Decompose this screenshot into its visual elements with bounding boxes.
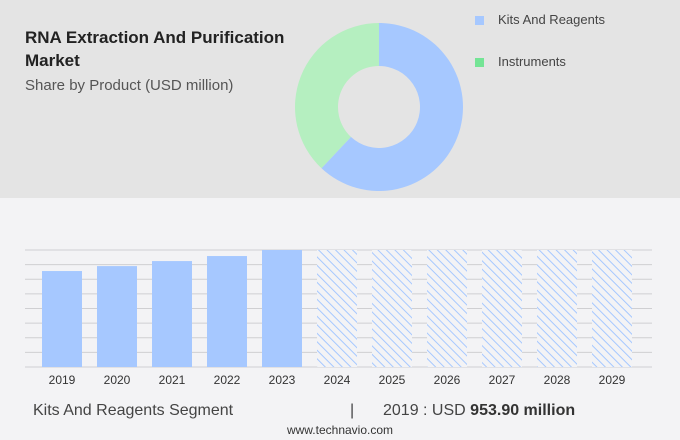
bar-2021 — [152, 261, 192, 367]
bar-forecast-2029 — [592, 250, 632, 367]
donut-slice-instruments — [295, 22, 379, 169]
x-axis-ticks: 2019 2020 2021 2022 2023 2024 2025 2026 2027 2028… — [49, 373, 626, 387]
x-tick-label: 2029 — [599, 373, 626, 387]
bar-forecast-2026 — [427, 250, 467, 367]
x-tick-label: 2019 — [49, 373, 76, 387]
x-tick-label: 2024 — [324, 373, 351, 387]
x-tick-label: 2021 — [159, 373, 186, 387]
x-tick-label: 2020 — [104, 373, 131, 387]
donut-chart — [295, 22, 464, 191]
bar-forecast-2024 — [317, 250, 357, 367]
x-tick-label: 2023 — [269, 373, 296, 387]
bar-chart — [42, 250, 632, 367]
x-tick-label: 2022 — [214, 373, 241, 387]
bar-2022 — [207, 256, 247, 367]
page-subtitle: Share by Product (USD million) — [25, 77, 234, 94]
legend-item-instruments: Instruments — [475, 54, 566, 69]
legend-swatch — [475, 16, 484, 26]
value-readout: 2019 : USD 953.90 million — [383, 402, 575, 420]
x-tick-label: 2025 — [379, 373, 406, 387]
segment-label: Kits And Reagents Segment — [33, 402, 234, 419]
segment-value: 953.90 million — [470, 402, 576, 419]
x-tick-label: 2028 — [544, 373, 571, 387]
bar-forecast-2028 — [537, 250, 577, 367]
site-url: www.technavio.com — [286, 423, 394, 437]
bar-2019 — [42, 271, 82, 367]
bar-forecast-2025 — [372, 250, 412, 367]
legend-swatch — [475, 58, 484, 68]
legend-label: Kits And Reagents — [498, 12, 605, 27]
bar-forecast-2027 — [482, 250, 522, 367]
bar-2023 — [262, 250, 302, 367]
legend-label: Instruments — [498, 54, 566, 69]
x-tick-label: 2026 — [434, 373, 461, 387]
year-label: 2019 : USD — [383, 402, 466, 419]
x-tick-label: 2027 — [489, 373, 516, 387]
legend-item-kits: Kits And Reagents — [475, 12, 605, 27]
page-title: RNA Extraction And Purification Market — [25, 28, 285, 70]
bar-2020 — [97, 266, 137, 367]
separator: | — [350, 402, 355, 419]
donut-slice-kits-and-reagents — [321, 23, 464, 191]
